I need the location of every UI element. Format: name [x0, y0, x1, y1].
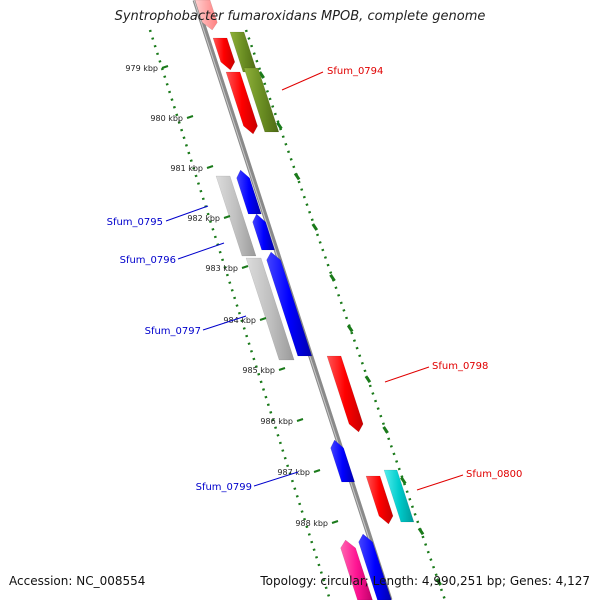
gene-arrow-red-sfum-0798 — [326, 355, 364, 433]
gene-arrow-blue-sfum-0799 — [330, 439, 355, 483]
gene-label[interactable]: Sfum_0799 — [196, 482, 252, 493]
ruler-tick-label: 988 kbp — [295, 519, 328, 528]
gene-arrow-red — [212, 37, 236, 71]
gene-label-leader — [416, 474, 464, 491]
gene-label[interactable]: Sfum_0798 — [432, 361, 488, 372]
ruler-tick-label: 984 kbp — [223, 316, 256, 325]
gene-arrow-olive — [229, 31, 258, 73]
gene-label-leader — [202, 315, 247, 331]
ruler-tick — [186, 115, 194, 119]
track-tick — [329, 273, 336, 282]
genome-title: Syntrophobacter fumaroxidans MPOB, compl… — [114, 9, 486, 24]
track-tick — [400, 476, 407, 485]
gene-label[interactable]: Sfum_0800 — [466, 469, 522, 480]
gene-arrow-blue-sfum-0796 — [252, 213, 276, 251]
gene-arrow-gray — [215, 175, 257, 257]
accession-text: Accession: NC_008554 — [9, 574, 146, 588]
ruler-tick — [241, 265, 249, 269]
genome-summary-text: Topology: circular; Length: 4,990,251 bp… — [260, 574, 590, 588]
gene-arrow-blue-sfum-0795 — [236, 169, 262, 215]
track-tick — [276, 121, 283, 130]
gene-label[interactable]: Sfum_0796 — [120, 255, 176, 266]
track-tick — [346, 324, 354, 333]
ruler-ticks: 979 kbp 980 kbp 981 kbp 982 kbp 983 kbp 984 k… — [125, 64, 339, 528]
ruler-tick-label: 987 kbp — [277, 468, 310, 477]
track-major-ticks — [258, 71, 442, 586]
gene-label-leader — [177, 242, 225, 260]
ruler-tick — [313, 469, 321, 473]
gene-label-leader — [253, 471, 299, 487]
track-tick — [435, 578, 442, 586]
ruler-tick — [331, 520, 339, 524]
ruler-tick-label: 981 kbp — [170, 164, 203, 173]
gene-label-leader — [281, 71, 324, 91]
gene-arrow-blue — [358, 533, 392, 600]
ruler-tick — [296, 418, 304, 422]
gene-arrow-red-sfum-0794 — [225, 71, 258, 135]
gene-arrow-blue-sfum-0797 — [266, 251, 313, 357]
track-tick — [311, 223, 319, 231]
ruler-tick-label: 986 kbp — [260, 417, 293, 426]
ruler-tick — [161, 65, 169, 69]
ruler-tick-label: 983 kbp — [205, 264, 238, 273]
track-tick — [417, 527, 425, 536]
gene-label[interactable]: Sfum_0794 — [327, 66, 383, 77]
track-tick — [382, 426, 389, 434]
ruler-tick — [259, 317, 267, 321]
gene-label[interactable]: Sfum_0797 — [145, 326, 201, 337]
gene-arrow-magenta — [340, 539, 373, 600]
gene-label[interactable]: Sfum_0795 — [107, 217, 163, 228]
ruler-tick — [278, 367, 286, 371]
track-tick — [293, 172, 301, 181]
track-tick — [258, 71, 265, 79]
ruler-tick-label: 982 kbp — [187, 214, 220, 223]
ruler-tick-label: 980 kbp — [150, 114, 183, 123]
ruler-tick — [223, 215, 231, 219]
gene-label-leader — [165, 205, 209, 222]
track-tick — [364, 375, 372, 384]
ruler-tick-label: 985 kbp — [242, 366, 275, 375]
gene-arrow-faded — [194, 0, 218, 31]
gene-arrow-cyan — [383, 469, 415, 523]
gene-label-leader — [384, 366, 430, 383]
gene-labels: Sfum_0794 Sfum_0795 Sfum_0796 Sfum_0797 Sfum… — [107, 66, 523, 493]
ruler-tick-label: 979 kbp — [125, 64, 158, 73]
gene-features — [194, 0, 415, 600]
ruler-tick — [206, 165, 214, 169]
gene-arrow-red-sfum-0800 — [365, 475, 394, 525]
gene-arrow-olive — [243, 67, 280, 133]
gene-arrow-gray — [245, 257, 295, 361]
